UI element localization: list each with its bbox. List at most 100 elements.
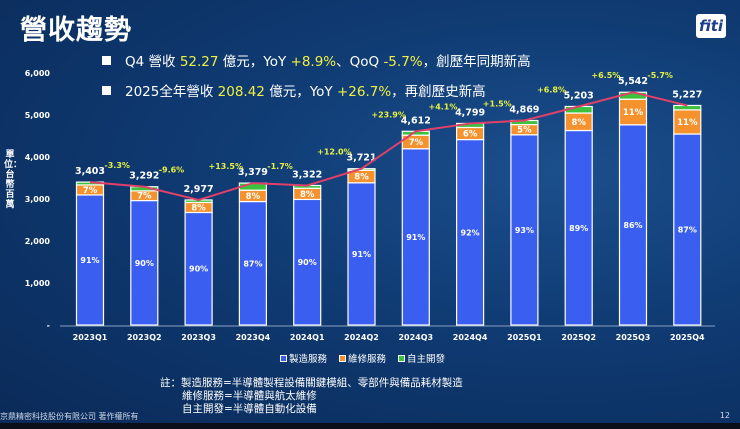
total-label: 5,227 <box>672 89 702 100</box>
growth-label: -5.7% <box>647 71 673 80</box>
bar-pct-label: 6% <box>463 130 478 140</box>
total-label: 4,869 <box>509 105 539 116</box>
growth-line <box>89 91 688 202</box>
total-label: 2,977 <box>184 184 214 195</box>
bullet-text: 億元，YoY <box>218 54 291 70</box>
bullet-q4: Q4 營收 52.27 億元，YoY +8.9%、QoQ -5.7%，創歷年同期… <box>102 50 531 70</box>
y-tick-label: - <box>47 321 50 330</box>
legend-item-manufacturing: 製造服務 <box>280 351 327 365</box>
bar-pct-label: 8% <box>300 190 315 200</box>
bullet-square-icon <box>102 56 111 65</box>
bar-segment-manufacturing <box>184 211 213 326</box>
bar-segment-manufacturing <box>618 124 648 326</box>
company-logo: fiti <box>696 14 726 38</box>
bar-pct-label: 8% <box>354 173 369 183</box>
legend-item-own: 自主開發 <box>398 351 445 365</box>
legend-swatch <box>339 355 347 362</box>
note-line: 註：製造服務=半導體製程設備關鍵模組、零部件與備品耗材製造 <box>160 377 463 389</box>
legend-swatch <box>280 355 287 362</box>
bar-pct-label: 90% <box>135 259 154 268</box>
bar-pct-label: 7% <box>83 186 98 196</box>
bar-pct-label: 93% <box>515 226 534 235</box>
x-tick-label: 2025Q4 <box>670 333 705 342</box>
bar-pct-label: 91% <box>406 233 425 242</box>
bar-pct-label: 90% <box>189 265 208 274</box>
bullet-text: ，再創歷史新高 <box>391 84 486 100</box>
growth-label: +6.5% <box>591 71 620 80</box>
bar-segment-manufacturing <box>293 198 322 326</box>
page-number: 12 <box>719 411 730 420</box>
bar-pct-label: 8% <box>571 118 586 128</box>
bar-segment-own <box>673 104 702 111</box>
growth-label: -9.6% <box>159 166 185 175</box>
bar-pct-label: 86% <box>623 221 642 230</box>
x-tick-label: 2023Q3 <box>181 333 216 342</box>
total-label: 4,799 <box>455 107 485 118</box>
bullet-square-icon <box>102 86 111 95</box>
x-tick-label: 2024Q3 <box>398 333 433 342</box>
bar-pct-label: 8% <box>246 192 261 202</box>
note-line: 自主開發=半導體自動化設備 <box>182 403 317 415</box>
y-tick-label: 6,000 <box>25 69 51 78</box>
growth-label: +6.8% <box>537 85 566 94</box>
growth-label: +1.5% <box>483 100 512 109</box>
x-tick-label: 2024Q2 <box>344 333 379 342</box>
x-tick-label: 2024Q4 <box>453 333 488 342</box>
bar-segment-manufacturing <box>130 199 159 326</box>
bar-segment-manufacturing <box>401 148 430 326</box>
footnote: 註：製造服務=半導體製程設備關鍵模組、零部件與備品耗材製造 維修服務=半導體與航… <box>160 377 463 416</box>
bullet-text: 億元，YoY <box>264 84 337 100</box>
bar-segment-repair <box>673 109 702 135</box>
total-label: 3,379 <box>238 167 268 178</box>
x-tick-label: 2024Q1 <box>290 333 325 342</box>
bar-pct-label: 91% <box>352 250 371 259</box>
page-title: 營收趨勢 <box>20 15 132 46</box>
bar-pct-label: 8% <box>191 203 206 213</box>
y-tick-label: 4,000 <box>25 153 51 162</box>
x-tick-label: 2023Q4 <box>236 333 271 342</box>
bar-pct-label: 11% <box>677 118 698 128</box>
growth-label: +4.1% <box>429 102 458 111</box>
y-axis-label: 單位：台幣百萬 <box>4 150 23 210</box>
x-tick-label: 2025Q1 <box>507 333 542 342</box>
bullet-text: 2025全年營收 <box>125 84 218 100</box>
y-tick-label: 3,000 <box>25 195 51 204</box>
x-tick-label: 2023Q2 <box>127 333 162 342</box>
growth-label: -3.3% <box>104 161 130 170</box>
bullet-text: Q4 營收 <box>125 54 180 70</box>
highlight-value: 52.27 <box>179 54 219 70</box>
bullet-text: 、QoQ <box>336 54 384 70</box>
copyright: 京鼎精密科技股份有限公司 著作權所有 <box>0 412 139 421</box>
total-label: 5,542 <box>618 76 648 87</box>
bar-pct-label: 90% <box>298 258 317 267</box>
growth-label: +23.9% <box>371 110 405 119</box>
bar-pct-label: 7% <box>137 192 152 202</box>
y-tick-label: 1,000 <box>25 279 51 288</box>
growth-label: +13.5% <box>209 162 243 171</box>
highlight-value: +26.7% <box>336 84 392 100</box>
total-label: 3,403 <box>75 166 105 177</box>
legend-item-repair: 維修服務 <box>339 351 386 365</box>
y-tick-label: 2,000 <box>25 237 51 246</box>
bar-pct-label: 92% <box>461 228 480 237</box>
bar-pct-label: 7% <box>409 138 424 148</box>
total-label: 3,721 <box>346 153 376 164</box>
y-tick-label: 5,000 <box>25 111 51 120</box>
bar-segment-manufacturing <box>347 182 376 326</box>
growth-label: +12.0% <box>317 148 351 157</box>
total-label: 5,203 <box>564 90 594 101</box>
total-label: 3,292 <box>129 171 159 182</box>
legend-swatch <box>398 355 406 362</box>
legend: 製造服務 維修服務 自主開發 <box>280 351 445 365</box>
bar-segment-manufacturing <box>238 200 267 326</box>
bar-pct-label: 11% <box>623 108 644 118</box>
highlight-value: +8.9% <box>290 54 337 70</box>
total-label: 4,612 <box>401 115 431 126</box>
total-label: 3,322 <box>292 169 322 180</box>
bar-segment-manufacturing <box>75 194 105 326</box>
highlight-value: -5.7% <box>383 54 423 70</box>
bottom-bar <box>0 423 740 429</box>
bullet-text: ，創歷年同期新高 <box>422 54 531 70</box>
bar-pct-label: 87% <box>678 226 697 235</box>
